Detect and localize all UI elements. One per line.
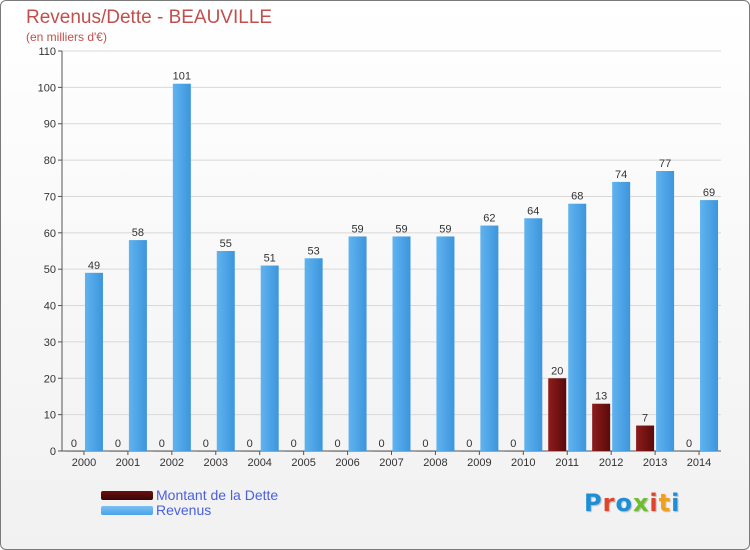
bar-revenus — [348, 236, 367, 451]
bar-revenus — [480, 225, 499, 451]
legend-swatch-revenus — [101, 506, 153, 515]
bar-revenus — [656, 171, 675, 451]
data-label-dette: 7 — [642, 413, 648, 425]
x-tick-label: 2004 — [247, 457, 271, 469]
data-label-revenus: 69 — [703, 187, 715, 199]
x-tick-label: 2006 — [335, 457, 359, 469]
y-tick-label: 80 — [44, 155, 56, 167]
bar-dette — [108, 451, 127, 452]
proxiti-logo: Proxiti — [584, 489, 681, 517]
data-label-revenus: 101 — [173, 71, 191, 83]
x-tick-label: 2008 — [423, 457, 447, 469]
x-tick-label: 2005 — [291, 457, 315, 469]
data-label-dette: 20 — [551, 365, 563, 377]
data-label-dette: 0 — [291, 438, 297, 450]
data-label-revenus: 49 — [88, 260, 100, 272]
data-label-dette: 0 — [466, 438, 472, 450]
bar-dette — [636, 425, 655, 451]
bar-revenus — [612, 181, 631, 451]
bar-dette — [372, 451, 391, 452]
bar-dette — [680, 451, 699, 452]
bar-revenus — [436, 236, 455, 451]
y-tick-label: 90 — [44, 119, 56, 131]
data-label-revenus: 51 — [264, 253, 276, 265]
bar-revenus — [304, 258, 323, 451]
bar-dette — [64, 451, 83, 452]
data-label-revenus: 58 — [132, 227, 144, 239]
bar-dette — [416, 451, 435, 452]
data-label-revenus: 68 — [571, 191, 583, 203]
legend-label-dette: Montant de la Dette — [156, 487, 279, 503]
data-label-revenus: 53 — [308, 245, 320, 257]
x-tick-label: 2001 — [116, 457, 140, 469]
y-tick-label: 20 — [44, 373, 56, 385]
x-tick-label: 2012 — [599, 457, 623, 469]
bar-revenus — [700, 200, 719, 451]
y-tick-label: 60 — [44, 228, 56, 240]
x-tick-label: 2007 — [379, 457, 403, 469]
bar-revenus — [216, 251, 235, 451]
data-label-dette: 0 — [422, 438, 428, 450]
bar-dette — [592, 403, 611, 451]
legend-swatch-dette — [101, 491, 153, 500]
bar-revenus — [128, 240, 147, 451]
data-label-revenus: 59 — [395, 223, 407, 235]
y-tick-label: 110 — [38, 46, 56, 58]
bar-revenus — [84, 272, 103, 451]
legend-label-revenus: Revenus — [156, 502, 212, 518]
data-label-revenus: 77 — [659, 158, 671, 170]
x-tick-label: 2011 — [555, 457, 579, 469]
x-tick-label: 2009 — [467, 457, 491, 469]
data-label-dette: 0 — [335, 438, 341, 450]
chart-subtitle: (en milliers d'€) — [26, 30, 107, 44]
data-label-dette: 0 — [686, 438, 692, 450]
bar-dette — [152, 451, 171, 452]
x-tick-label: 2010 — [511, 457, 535, 469]
bar-revenus — [568, 203, 587, 451]
y-tick-label: 50 — [44, 264, 56, 276]
chart-title: Revenus/Dette - BEAUVILLE — [26, 7, 273, 28]
data-label-dette: 0 — [203, 438, 209, 450]
data-label-revenus: 59 — [439, 223, 451, 235]
data-label-dette: 0 — [159, 438, 165, 450]
bar-dette — [240, 451, 259, 452]
data-label-revenus: 62 — [483, 213, 495, 225]
data-label-dette: 0 — [378, 438, 384, 450]
bar-dette — [328, 451, 347, 452]
x-tick-label: 2003 — [204, 457, 228, 469]
data-label-dette: 0 — [247, 438, 253, 450]
y-tick-label: 30 — [44, 337, 56, 349]
data-label-dette: 0 — [510, 438, 516, 450]
y-tick-label: 70 — [44, 191, 56, 203]
x-tick-label: 2002 — [160, 457, 184, 469]
y-tick-label: 0 — [50, 446, 56, 458]
data-label-revenus: 59 — [351, 223, 363, 235]
x-tick-label: 2000 — [72, 457, 96, 469]
data-label-revenus: 74 — [615, 169, 627, 181]
bar-revenus — [524, 218, 543, 451]
data-label-dette: 13 — [595, 391, 607, 403]
bar-dette — [196, 451, 215, 452]
bar-dette — [548, 378, 567, 451]
data-label-dette: 0 — [71, 438, 77, 450]
data-label-dette: 0 — [115, 438, 121, 450]
bar-dette — [284, 451, 303, 452]
data-label-revenus: 55 — [220, 238, 232, 250]
y-tick-label: 100 — [38, 82, 56, 94]
bar-revenus — [172, 83, 191, 452]
x-tick-label: 2014 — [687, 457, 711, 469]
x-tick-label: 2013 — [643, 457, 667, 469]
bar-revenus — [392, 236, 411, 451]
y-tick-label: 10 — [44, 410, 56, 422]
bar-revenus — [260, 265, 279, 451]
y-tick-label: 40 — [44, 301, 56, 313]
bar-dette — [460, 451, 479, 452]
bar-dette — [504, 451, 523, 452]
data-label-revenus: 64 — [527, 205, 539, 217]
